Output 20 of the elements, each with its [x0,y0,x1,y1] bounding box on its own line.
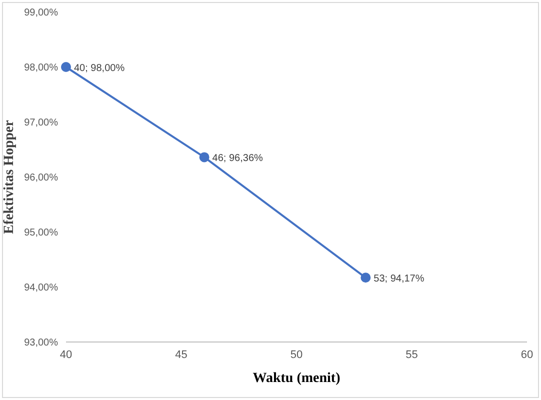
y-tick-label: 99,00% [24,8,58,19]
data-label: 40; 98,00% [74,63,125,74]
y-tick-label: 98,00% [24,62,58,74]
data-label: 53; 94,17% [374,274,424,285]
y-tick-label: 96,00% [24,172,58,184]
point [199,152,210,162]
y-axis-title: Efektivitas Hopper [2,120,17,234]
y-tick-label: 93,00% [24,338,58,349]
x-tick-label: 45 [175,348,188,361]
x-tick-label: 55 [406,348,418,361]
data-label: 46; 96,36% [212,153,264,164]
x-tick-label: 50 [290,348,303,361]
y-tick-label: 94,00% [24,282,58,294]
x-axis-title: Waktu (menit) [252,371,341,386]
x-tick-label: 60 [520,348,534,361]
y-tick-label: 97,00% [24,118,58,129]
y-tick-label: 95,00% [24,228,58,239]
x-tick-label: 40 [60,348,72,361]
point [360,272,371,283]
point [61,62,71,72]
